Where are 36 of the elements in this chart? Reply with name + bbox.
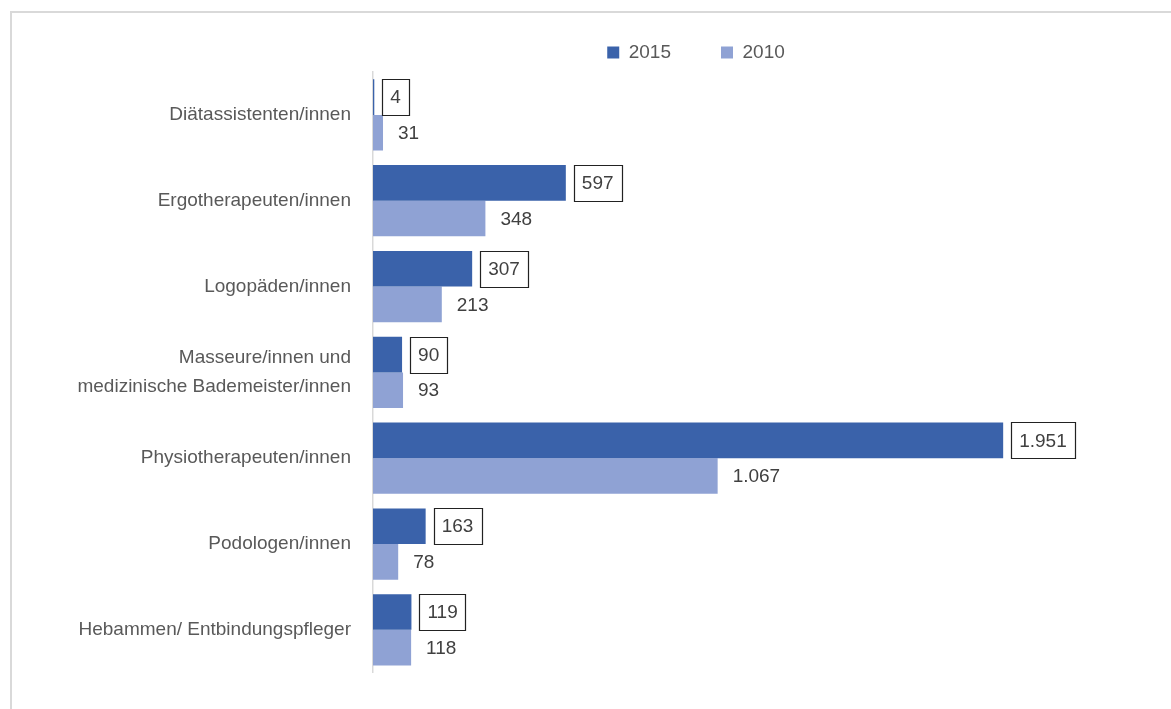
y-tick-label: Physiotherapeuten/innen [140, 446, 351, 468]
data-label: 307 [488, 257, 520, 279]
data-label: 31 [398, 121, 420, 143]
bar [373, 336, 403, 373]
legend-label: 2010 [742, 40, 785, 62]
data-label: 78 [413, 551, 435, 573]
bar [373, 200, 486, 237]
bar [373, 250, 473, 287]
y-tick-label: Hebammen/ Entbindungspfleger [78, 618, 352, 640]
bar [373, 372, 404, 408]
data-label: 93 [418, 379, 440, 401]
bar [373, 114, 384, 151]
bar [373, 508, 426, 545]
bar [373, 286, 442, 323]
y-tick-label: Diätassistenten/innen [169, 103, 351, 125]
data-label: 597 [581, 172, 614, 194]
bar [373, 544, 399, 580]
bar [373, 458, 718, 494]
bar [373, 594, 412, 630]
data-label: 1.067 [732, 465, 781, 487]
y-tick-label: Podologen/innen [208, 532, 351, 554]
bar [373, 165, 566, 201]
y-tick-label: Logopäden/innen [204, 274, 351, 296]
data-label: 1.951 [1019, 429, 1067, 451]
bar [373, 422, 1004, 459]
y-tick-label: Ergotherapeuten/innen [157, 188, 351, 210]
data-label: 90 [418, 343, 440, 365]
data-label: 163 [441, 515, 474, 537]
data-label: 118 [426, 636, 457, 658]
data-label: 213 [456, 293, 489, 315]
y-tick-label: Masseure/innen und medizinische Bademeister/innen [77, 346, 351, 396]
data-label: 348 [500, 207, 533, 229]
legend-label: 2015 [628, 40, 672, 62]
bar [373, 629, 412, 666]
data-label: 119 [427, 601, 458, 623]
data-label: 4 [390, 86, 402, 108]
